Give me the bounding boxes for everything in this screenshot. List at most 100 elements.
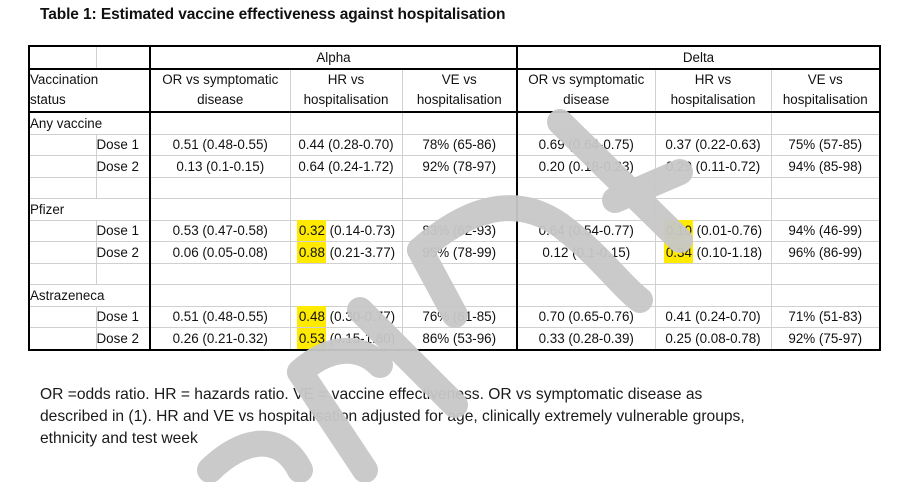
empty-cell: [28, 155, 97, 178]
empty-cell: [149, 176, 291, 200]
column-header-line: VE vs: [441, 71, 477, 87]
dose-label: Dose 2: [95, 155, 151, 178]
column-header-line: HR vs: [327, 71, 365, 87]
empty-cell: [516, 176, 656, 200]
empty-cell: [516, 111, 656, 135]
empty-cell: [289, 262, 403, 286]
table-footnote: OR =odds ratio. HR = hazards ratio. VE =…: [40, 386, 745, 447]
highlighted-hr-value: 0.53: [296, 327, 326, 349]
delta-ve-cell: 71% (51-83): [770, 305, 881, 329]
group-label: Any vaccine: [28, 111, 151, 135]
delta-or-cell: 0.69 (0.64-0.75): [516, 133, 656, 157]
vaccine-effectiveness-table: Alpha Delta Vaccination status OR vs symptom…: [28, 45, 881, 351]
empty-header-cell: [95, 45, 151, 69]
alpha-or-cell: 0.51 (0.48-0.55): [149, 133, 291, 157]
delta-hr-cell: 0.29 (0.11-0.72): [654, 155, 772, 178]
variant-header-delta: Delta: [516, 45, 881, 70]
highlighted-hr-value: 0.88: [296, 241, 326, 263]
delta-ve-cell: 75% (57-85): [770, 133, 881, 157]
dose-label: Dose 1: [95, 219, 151, 243]
group-row: Any vaccine: [28, 111, 881, 135]
column-header-row: Vaccination status OR vs symptomatic diseas…: [28, 67, 881, 114]
spacer-row: [28, 176, 881, 200]
column-header: OR vs symptomatic disease: [516, 68, 656, 114]
variant-header-alpha: Alpha: [149, 45, 518, 70]
empty-cell: [28, 176, 97, 200]
empty-cell: [28, 305, 97, 329]
empty-cell: [401, 284, 518, 307]
empty-cell: [516, 284, 656, 307]
empty-cell: [654, 176, 772, 200]
delta-ve-cell: 94% (46-99): [770, 219, 881, 243]
variant-header-row: Alpha Delta: [28, 45, 881, 70]
highlighted-hr-value: 0.48: [296, 306, 326, 328]
table-row: Dose 1 0.51 (0.48-0.55) 0.48 (0.30-0.77) 76…: [28, 305, 881, 329]
hr-confidence-interval: (0.01-0.76): [696, 223, 763, 239]
hr-value: 0.29: [665, 158, 692, 174]
alpha-or-cell: 0.51 (0.48-0.55): [149, 305, 291, 329]
table-row: Dose 2 0.26 (0.21-0.32) 0.53 (0.15-1.80) 86…: [28, 327, 881, 351]
empty-cell: [516, 198, 656, 221]
empty-cell: [289, 111, 403, 135]
delta-or-cell: 0.12 (0.1-0.15): [516, 241, 656, 264]
hr-confidence-interval: (0.28-0.70): [328, 137, 394, 153]
alpha-hr-cell: 0.64 (0.24-1.72): [289, 155, 403, 178]
table-row: Dose 1 0.53 (0.47-0.58) 0.32 (0.14-0.73) 83…: [28, 219, 881, 243]
empty-cell: [289, 198, 403, 221]
empty-cell: [654, 262, 772, 286]
column-header-line: hospitalisation: [303, 92, 389, 108]
alpha-hr-cell: 0.53 (0.15-1.80): [289, 327, 403, 351]
empty-cell: [149, 111, 291, 135]
empty-cell: [770, 198, 881, 221]
delta-hr-cell: 0.25 (0.08-0.78): [654, 327, 772, 351]
column-header: HR vs hospitalisation: [654, 68, 772, 114]
empty-cell: [95, 176, 151, 200]
table-row: Dose 1 0.51 (0.48-0.55) 0.44 (0.28-0.70) 78…: [28, 133, 881, 157]
delta-hr-cell: 0.10 (0.01-0.76): [654, 219, 772, 243]
hr-confidence-interval: (0.15-1.80): [329, 330, 396, 346]
delta-hr-cell: 0.37 (0.22-0.63): [654, 133, 772, 157]
empty-cell: [289, 284, 403, 307]
delta-or-cell: 0.33 (0.28-0.39): [516, 327, 656, 351]
group-row: Pfizer: [28, 198, 881, 221]
column-header-line: OR vs symptomatic: [528, 71, 645, 87]
row-header-line: Vaccination: [30, 71, 99, 87]
empty-cell: [95, 262, 151, 286]
hr-value: 0.41: [665, 309, 692, 325]
column-header-line: hospitalisation: [670, 92, 756, 108]
column-header-line: OR vs symptomatic: [162, 71, 279, 87]
empty-cell: [401, 262, 518, 286]
hr-confidence-interval: (0.24-0.70): [695, 309, 761, 325]
empty-cell: [28, 327, 97, 351]
delta-ve-cell: 94% (85-98): [770, 155, 881, 178]
alpha-or-cell: 0.53 (0.47-0.58): [149, 219, 291, 243]
column-header-line: hospitalisation: [416, 92, 502, 108]
hr-value: 0.25: [665, 330, 692, 346]
empty-cell: [770, 176, 881, 200]
empty-cell: [149, 198, 291, 221]
empty-cell: [401, 176, 518, 200]
empty-cell: [654, 111, 772, 135]
column-header: HR vs hospitalisation: [289, 68, 403, 114]
dose-label: Dose 1: [95, 305, 151, 329]
alpha-ve-cell: 83% (62-93): [401, 219, 518, 243]
empty-cell: [28, 219, 97, 243]
table-row: Dose 2 0.13 (0.1-0.15) 0.64 (0.24-1.72) 92%…: [28, 155, 881, 178]
delta-or-cell: 0.70 (0.65-0.76): [516, 305, 656, 329]
group-label: Pfizer: [28, 198, 151, 221]
hr-confidence-interval: (0.14-0.73): [329, 223, 396, 239]
hr-value: 0.44: [298, 137, 325, 153]
row-header-label: Vaccination status: [28, 67, 151, 114]
column-header-line: disease: [563, 92, 610, 108]
watermark-stroke: [287, 337, 393, 385]
hr-confidence-interval: (0.11-0.72): [695, 158, 761, 174]
hr-confidence-interval: (0.08-0.78): [695, 330, 761, 346]
dose-label: Dose 2: [95, 327, 151, 351]
alpha-ve-cell: 78% (65-86): [401, 133, 518, 157]
highlighted-hr-value: 0.34: [663, 241, 693, 263]
alpha-ve-cell: 92% (78-97): [401, 155, 518, 178]
group-label: Astrazeneca: [28, 284, 151, 307]
column-header-line: hospitalisation: [782, 92, 868, 108]
empty-cell: [654, 284, 772, 307]
highlighted-hr-value: 0.10: [663, 220, 693, 242]
